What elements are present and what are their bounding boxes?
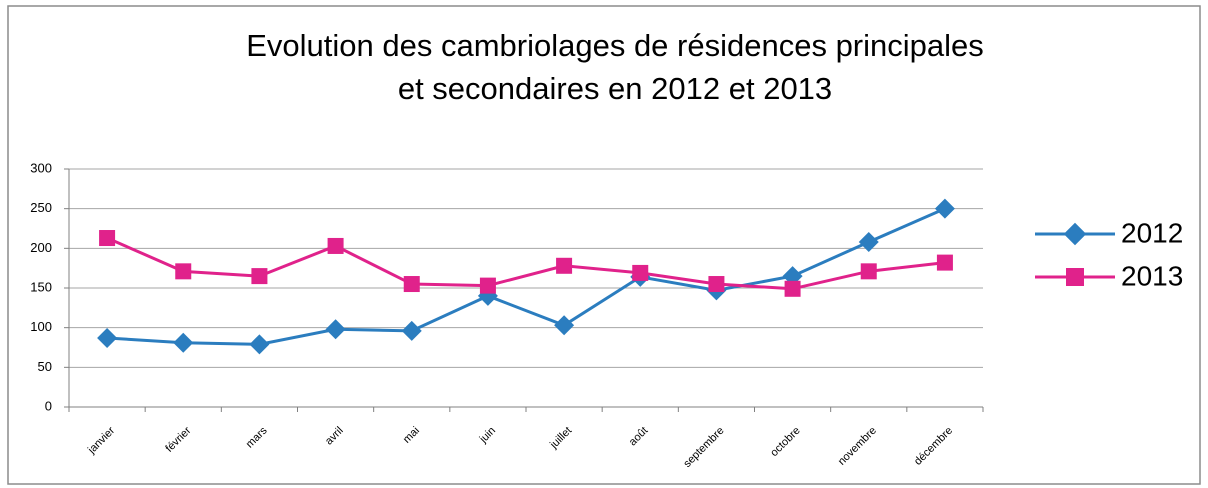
marker [479, 277, 496, 294]
series-line [106, 236, 946, 291]
y-tick-label: 50 [38, 359, 52, 374]
marker [1063, 222, 1087, 246]
marker [325, 319, 346, 340]
marker [556, 257, 573, 274]
marker [403, 276, 420, 293]
chart-title: Evolution des cambriolages de résidences… [246, 28, 984, 63]
y-tick-label: 250 [30, 200, 52, 215]
marker [860, 263, 877, 280]
series-line [106, 207, 946, 346]
marker [708, 276, 725, 293]
marker [401, 320, 422, 341]
y-tick-label: 100 [30, 319, 52, 334]
marker [175, 263, 192, 280]
marker [858, 231, 879, 252]
marker [173, 332, 194, 353]
marker [99, 230, 116, 247]
marker [1066, 268, 1084, 286]
marker [784, 280, 801, 297]
marker [251, 268, 268, 285]
y-tick-label: 150 [30, 279, 52, 294]
y-tick-label: 0 [45, 398, 52, 413]
marker [97, 327, 118, 348]
marker [936, 254, 953, 271]
y-tick-label: 200 [30, 240, 52, 255]
marker [632, 264, 649, 281]
y-tick-label: 300 [30, 160, 52, 175]
chart-frame [7, 5, 1201, 485]
marker [327, 237, 344, 254]
marker [554, 315, 575, 336]
chart-title: et secondaires en 2012 et 2013 [398, 71, 832, 106]
marker [934, 198, 955, 219]
legend-label: 2013 [1121, 260, 1183, 291]
legend-label: 2012 [1121, 217, 1183, 248]
marker [249, 334, 270, 355]
